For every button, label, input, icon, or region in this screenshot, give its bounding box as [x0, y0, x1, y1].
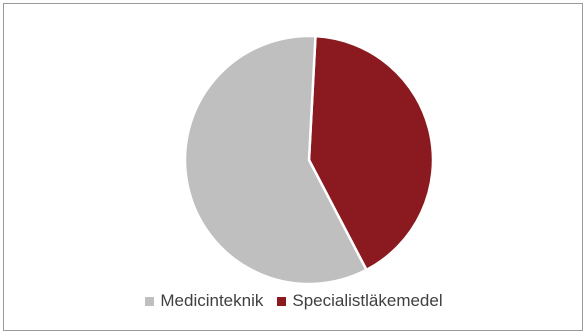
legend-label-specialistlakemedel: Specialistläkemedel — [292, 291, 443, 310]
legend-label-medicinteknik: Medicinteknik — [160, 291, 264, 310]
legend-swatch-specialistlakemedel — [277, 296, 287, 306]
pie-slice-specialistl-kemedel — [307, 34, 435, 272]
legend-swatch-medicinteknik — [145, 296, 155, 306]
pie-slice-medicinteknik — [183, 34, 368, 286]
legend: Medicinteknik Specialistläkemedel — [0, 288, 588, 314]
legend-item-specialistlakemedel: Specialistläkemedel — [277, 291, 443, 311]
legend-item-medicinteknik: Medicinteknik — [145, 291, 263, 311]
